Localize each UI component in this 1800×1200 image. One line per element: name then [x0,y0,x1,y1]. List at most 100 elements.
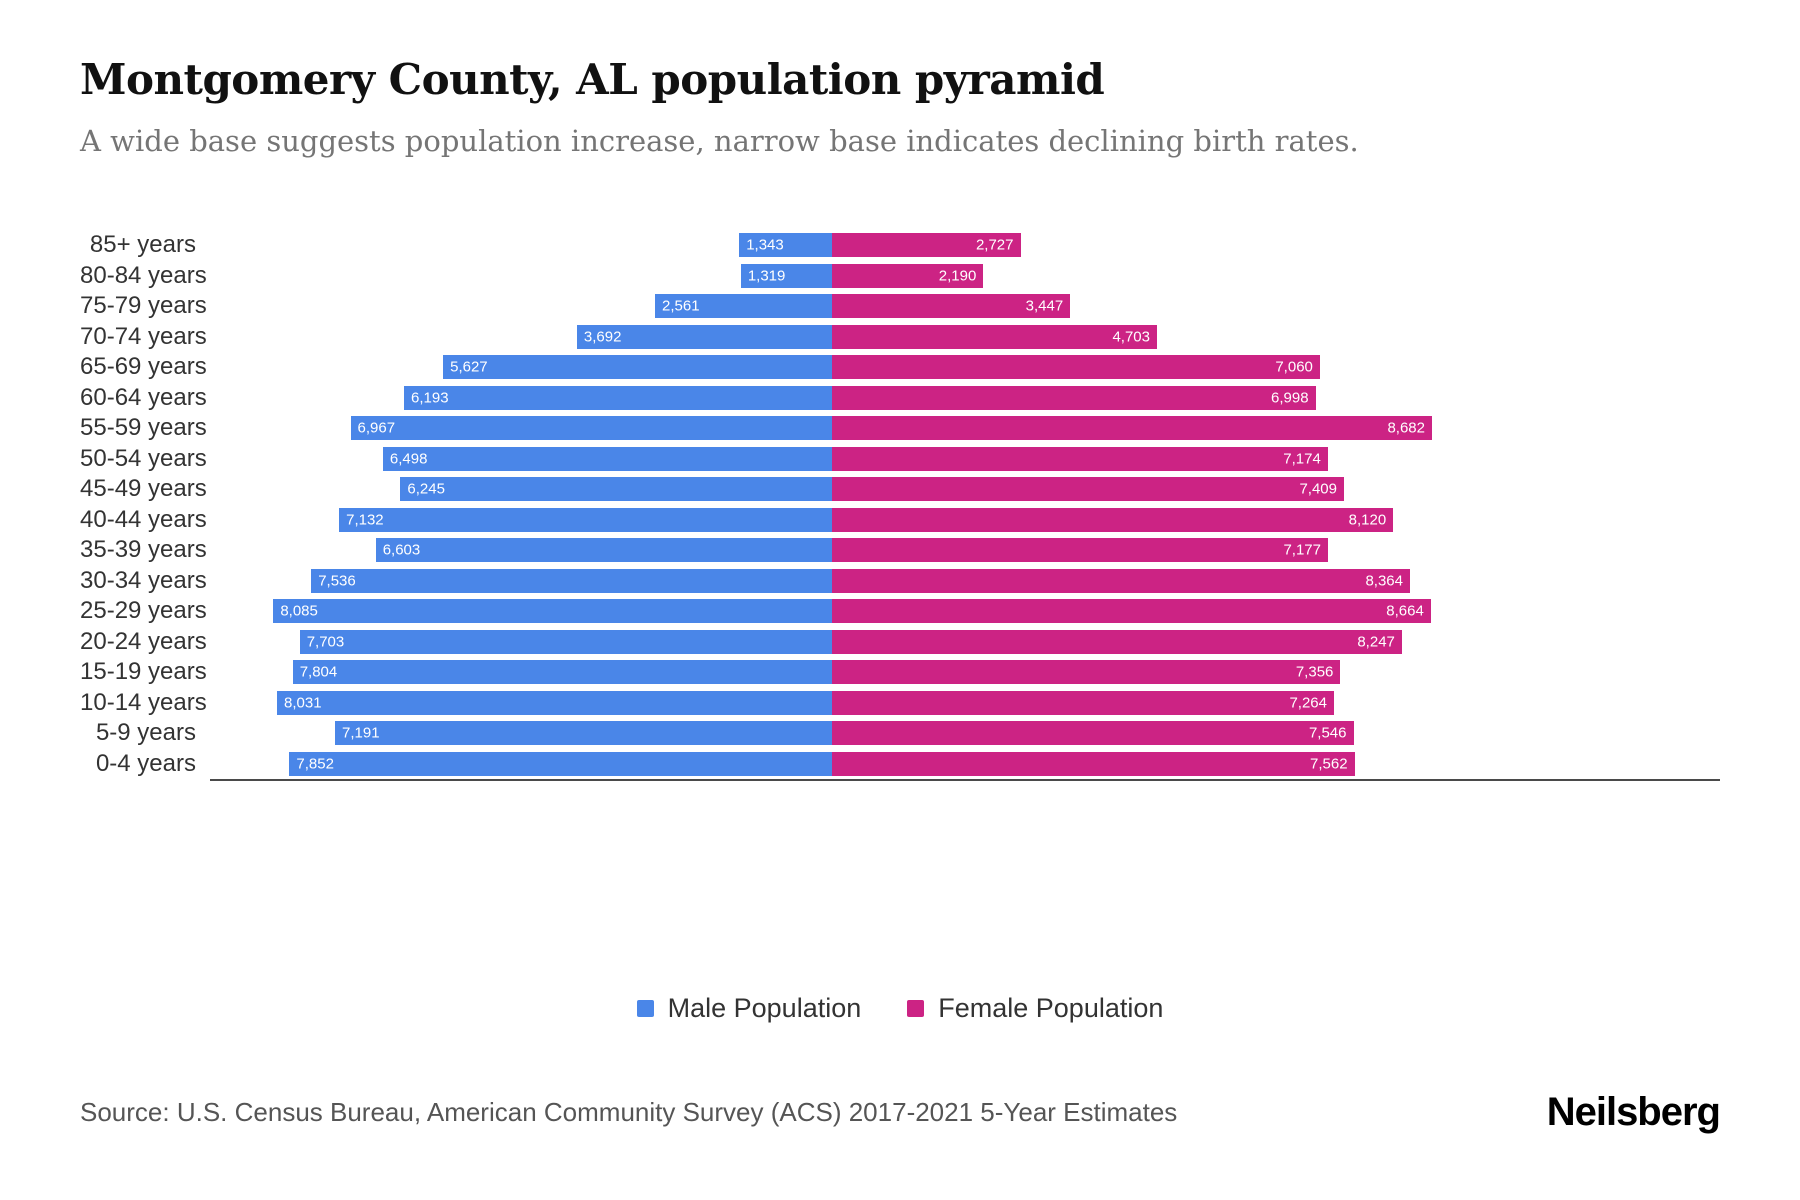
pyramid-row: 70-74 years 3,692 4,703 [80,322,1720,353]
age-group-label: 30-34 years [80,566,207,594]
female-bar[interactable]: 8,664 [832,599,1431,624]
female-half: 8,664 [832,599,1500,624]
male-half: 3,692 [210,324,832,349]
male-half: 6,498 [210,446,832,471]
male-bar[interactable]: 8,085 [273,599,832,624]
male-value-label: 7,804 [299,663,338,681]
female-half: 7,177 [832,538,1500,563]
male-bar[interactable]: 6,498 [382,446,832,471]
female-value-label: 2,190 [938,267,977,285]
male-bar[interactable]: 7,536 [311,568,832,593]
female-bar[interactable]: 2,727 [832,233,1021,258]
male-half: 6,193 [210,385,832,410]
pyramid-row: 25-29 years 8,085 8,664 [80,596,1720,627]
male-bar[interactable]: 7,804 [292,660,832,685]
female-bar[interactable]: 8,120 [832,507,1394,532]
male-bar[interactable]: 7,132 [339,507,832,532]
male-bar[interactable]: 7,191 [335,721,832,746]
female-half: 8,247 [832,629,1500,654]
male-bar[interactable]: 6,245 [400,477,832,502]
male-bar[interactable]: 6,967 [350,416,832,441]
pyramid-row: 80-84 years 1,319 2,190 [80,261,1720,292]
male-half: 1,319 [210,263,832,288]
female-value-label: 7,264 [1289,694,1327,712]
male-bar[interactable]: 7,852 [289,751,832,776]
female-half: 2,727 [832,233,1500,258]
pyramid-row: 15-19 years 7,804 7,356 [80,657,1720,688]
female-value-label: 4,703 [1112,328,1150,346]
female-half: 7,174 [832,446,1500,471]
male-bar[interactable]: 6,193 [404,385,832,410]
female-half: 7,356 [832,660,1500,685]
female-bar[interactable]: 6,998 [832,385,1316,410]
female-bar[interactable]: 7,264 [832,690,1334,715]
male-value-label: 1,343 [746,236,784,254]
female-value-label: 8,120 [1348,511,1387,529]
female-bar[interactable]: 4,703 [832,324,1157,349]
female-value-label: 7,546 [1308,724,1347,742]
age-group-label: 10-14 years [80,688,207,716]
female-half: 8,682 [832,416,1500,441]
female-bar[interactable]: 7,356 [832,660,1341,685]
pyramid-row: 30-34 years 7,536 8,364 [80,566,1720,597]
male-value-label: 7,536 [318,572,356,590]
male-bar[interactable]: 8,031 [277,690,832,715]
female-value-label: 7,562 [1310,755,1348,773]
pyramid-row: 20-24 years 7,703 8,247 [80,627,1720,658]
x-axis-line [210,779,1720,781]
female-value-label: 7,174 [1283,450,1321,468]
female-value-label: 7,060 [1275,358,1313,376]
age-group-label: 70-74 years [80,322,207,350]
male-bar[interactable]: 6,603 [375,538,832,563]
female-bar[interactable]: 7,177 [832,538,1328,563]
pyramid-row: 35-39 years 6,603 7,177 [80,535,1720,566]
age-group-label: 40-44 years [80,505,207,533]
female-value-label: 8,364 [1365,572,1403,590]
legend-female-label: Female Population [938,993,1164,1023]
pyramid-row: 0-4 years 7,852 7,562 [80,749,1720,780]
age-group-label: 0-4 years [95,749,196,777]
male-value-label: 8,031 [284,694,322,712]
male-half: 1,343 [210,233,832,258]
female-bar[interactable]: 8,247 [832,629,1402,654]
male-half: 7,536 [210,568,832,593]
female-bar[interactable]: 7,562 [832,751,1355,776]
male-value-label: 7,703 [306,633,345,651]
male-half: 2,561 [210,294,832,319]
age-group-label: 85+ years [89,231,196,259]
male-bar[interactable]: 1,343 [739,233,832,258]
legend-item-female[interactable]: Female Population [907,993,1163,1024]
page-title: Montgomery County, AL population pyramid [80,55,1105,104]
male-half: 7,852 [210,751,832,776]
population-pyramid-chart: 85+ years 1,343 2,727 80-84 years 1,319 2,190… [80,230,1720,781]
male-bar[interactable]: 2,561 [655,294,832,319]
age-group-label: 5-9 years [95,719,196,747]
male-bar[interactable]: 7,703 [299,629,832,654]
female-half: 7,546 [832,721,1500,746]
female-bar[interactable]: 7,174 [832,446,1328,471]
age-group-label: 20-24 years [80,627,207,655]
female-bar[interactable]: 3,447 [832,294,1071,319]
female-bar[interactable]: 2,190 [832,263,984,288]
male-value-label: 6,245 [407,480,445,498]
pyramid-row: 45-49 years 6,245 7,409 [80,474,1720,505]
pyramid-row: 40-44 years 7,132 8,120 [80,505,1720,536]
female-value-label: 7,409 [1299,480,1337,498]
male-half: 6,603 [210,538,832,563]
female-value-label: 7,177 [1283,541,1321,559]
female-bar[interactable]: 7,060 [832,355,1320,380]
male-bar[interactable]: 3,692 [576,324,832,349]
female-bar[interactable]: 7,546 [832,721,1354,746]
male-value-label: 6,603 [382,541,421,559]
female-half: 2,190 [832,263,1500,288]
male-value-label: 7,852 [296,755,334,773]
female-bar[interactable]: 7,409 [832,477,1344,502]
male-bar[interactable]: 5,627 [443,355,832,380]
female-bar[interactable]: 8,364 [832,568,1410,593]
male-bar[interactable]: 1,319 [740,263,832,288]
female-bar[interactable]: 8,682 [832,416,1432,441]
female-value-label: 6,998 [1271,389,1309,407]
legend-item-male[interactable]: Male Population [636,993,861,1024]
male-half: 5,627 [210,355,832,380]
